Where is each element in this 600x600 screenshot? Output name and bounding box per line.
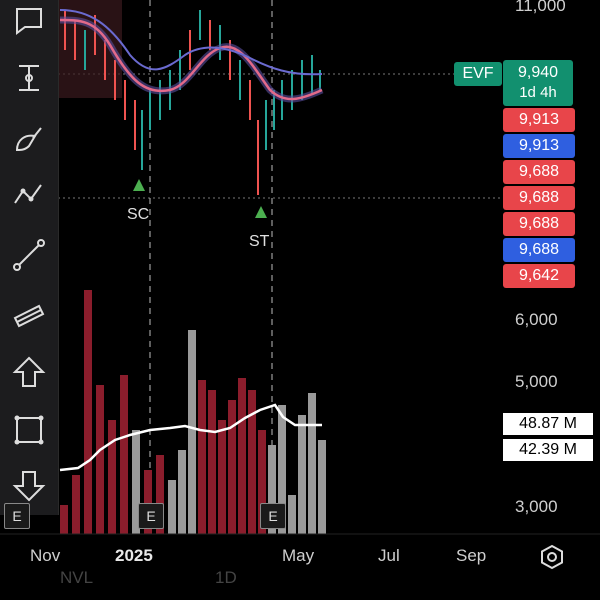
price-level-tag: 9,913	[503, 134, 575, 158]
price-level-tag: 9,688	[503, 238, 575, 262]
st-marker-label: ST	[249, 233, 270, 250]
st-marker-arrow	[255, 206, 267, 218]
price-level-tag: 9,913	[503, 108, 575, 132]
price-axis-label: 5,000	[515, 372, 558, 391]
current-price: 9,940	[517, 64, 559, 81]
comment-icon[interactable]	[9, 2, 49, 42]
brush-icon[interactable]	[9, 120, 49, 160]
arrow-down-icon[interactable]	[9, 466, 49, 506]
volume-bar	[96, 385, 104, 534]
volume-bar	[132, 430, 140, 534]
volume-bar	[278, 405, 286, 534]
path-icon[interactable]	[9, 175, 49, 215]
ma-slow-line	[59, 9, 323, 76]
volume-bar	[248, 390, 256, 534]
volume-bar	[218, 420, 226, 534]
price-axis-label: 3,000	[515, 497, 558, 516]
volume-bar	[120, 375, 128, 534]
price-axis-label: 6,000	[515, 310, 558, 329]
ma-fast-line	[59, 18, 323, 101]
volume-tag: 48.87 M	[503, 413, 593, 435]
bar-countdown: 1d 4h	[519, 84, 557, 101]
volume-bar	[84, 290, 92, 534]
x-axis-label: Sep	[456, 546, 487, 565]
trendline-icon[interactable]	[9, 235, 49, 275]
volume-bar	[288, 495, 296, 534]
sc-marker-label: SC	[127, 206, 150, 223]
volume-bar	[60, 505, 68, 534]
volume-bar	[228, 400, 236, 534]
earnings-badge[interactable]: E	[260, 503, 286, 529]
settings-icon[interactable]	[538, 543, 566, 571]
sc-marker-arrow	[133, 179, 145, 191]
bottom-tab-label: NVL	[60, 568, 94, 587]
volume-bar	[238, 378, 246, 534]
x-axis-label: 2025	[115, 546, 153, 565]
x-axis-label: Jul	[378, 546, 400, 565]
volume-bar	[268, 445, 276, 534]
volume-bar	[72, 475, 80, 534]
volume-bar	[258, 430, 266, 534]
volume-tag: 42.39 M	[503, 439, 593, 461]
measure-icon[interactable]	[9, 58, 49, 98]
current-price-tag: 9,940 1d 4h	[503, 60, 573, 106]
bottom-tab-label: 1D	[215, 568, 237, 587]
x-axis-label: Nov	[30, 546, 61, 565]
arrow-up-icon[interactable]	[9, 352, 49, 392]
price-level-tag: 9,688	[503, 212, 575, 236]
price-level-tag: 9,688	[503, 186, 575, 210]
volume-bar	[318, 440, 326, 534]
x-axis-label: May	[282, 546, 315, 565]
price-axis-label: 11,000	[515, 0, 566, 15]
volume-bar	[298, 415, 306, 534]
volume-bar	[108, 420, 116, 534]
candles	[64, 10, 321, 195]
volume-bar	[168, 480, 176, 534]
earnings-badge[interactable]: E	[4, 503, 30, 529]
symbol-label: EVF	[454, 62, 502, 86]
volume-bar	[198, 380, 206, 534]
rectangle-icon[interactable]	[9, 410, 49, 450]
volume-bar	[188, 330, 196, 534]
volume-average-line	[59, 403, 322, 472]
price-level-tag: 9,642	[503, 264, 575, 288]
volume-bars	[60, 290, 326, 534]
volume-bar	[308, 393, 316, 534]
price-level-tag: 9,688	[503, 160, 575, 184]
volume-bar	[156, 455, 164, 534]
volume-bar	[144, 470, 152, 534]
channel-icon[interactable]	[9, 296, 49, 336]
drawing-toolbar	[0, 0, 59, 515]
volume-bar	[208, 390, 216, 534]
volume-bar	[178, 450, 186, 534]
earnings-badge[interactable]: E	[138, 503, 164, 529]
